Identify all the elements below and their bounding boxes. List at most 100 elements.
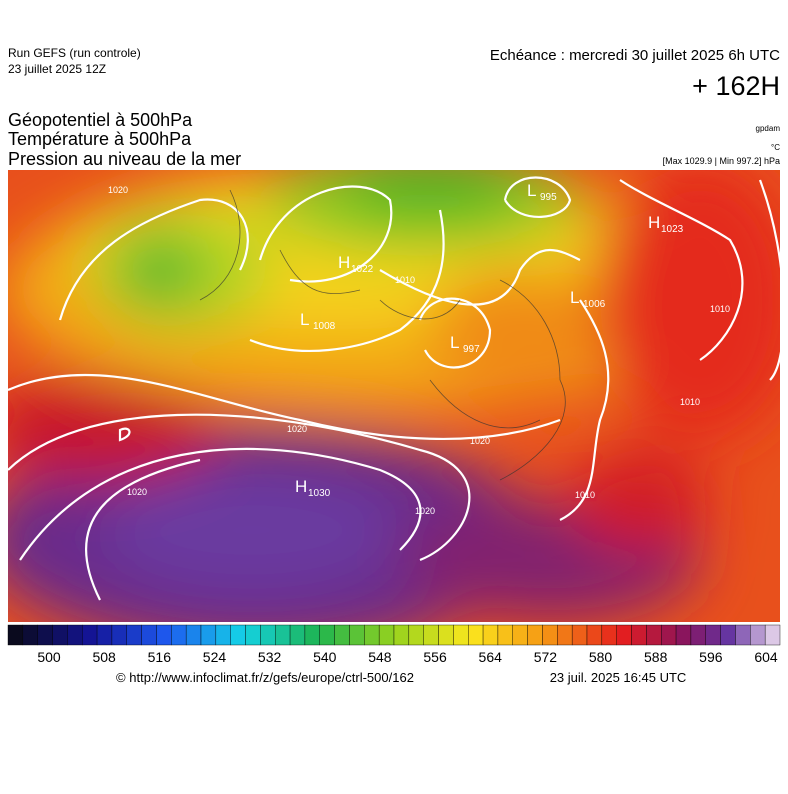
colorbar-swatch [735, 624, 751, 646]
colorbar-swatch [675, 624, 692, 646]
center-letter: H [295, 477, 307, 496]
colorbar-swatch [185, 624, 202, 646]
isobar-label: 1010 [395, 275, 415, 285]
center-value: 1023 [661, 224, 684, 235]
unit-label: °C [771, 143, 780, 152]
center-letter: L [300, 310, 309, 329]
colorbar-swatch [468, 624, 484, 646]
colorbar-swatch [557, 624, 573, 646]
colorbar-swatch [497, 624, 513, 646]
colorbar-tick-label: 580 [589, 649, 613, 665]
colorbar-tick-label: 524 [203, 649, 227, 665]
colorbar-swatch [586, 624, 603, 646]
colorbar-swatch [82, 624, 98, 646]
center-letter: L [450, 333, 459, 352]
colorbar: 500 508 516 524 532 540 548 556 564 572 580 588 596 6… [7, 624, 781, 665]
colorbar-swatch [37, 624, 53, 646]
colorbar-swatch [200, 624, 217, 646]
unit-label: gpdam [756, 124, 781, 133]
isobar-label: 1020 [108, 185, 128, 195]
colorbar-tick-label: 588 [644, 649, 668, 665]
colorbar-swatch [378, 624, 395, 646]
lead-time: + 162H [692, 71, 780, 101]
colorbar-swatch [512, 624, 528, 646]
colorbar-tick-label: 572 [534, 649, 558, 665]
colorbar-swatch [171, 624, 187, 646]
colorbar-swatch [482, 624, 499, 646]
isobar-label: 1020 [287, 424, 307, 434]
center-letter: L [527, 181, 536, 200]
colorbar-swatch [52, 624, 68, 646]
map [8, 170, 780, 622]
isobar-label: 1010 [710, 304, 730, 314]
isobar-label: 1010 [680, 397, 700, 407]
colorbar-swatch [22, 624, 38, 646]
colorbar-swatch [438, 624, 454, 646]
field-label: Géopotentiel à 500hPa [8, 110, 193, 130]
run-date: 23 juillet 2025 12Z [8, 62, 106, 76]
center-value: 997 [463, 344, 480, 355]
colorbar-tick-label: 548 [368, 649, 392, 665]
colorbar-swatch [319, 624, 335, 646]
center-value: 1030 [308, 488, 331, 499]
source-credit: © http://www.infoclimat.fr/z/gefs/europe… [116, 670, 414, 685]
center-value: 1008 [313, 321, 336, 332]
colorbar-swatch [156, 624, 172, 646]
colorbar-swatch [631, 624, 647, 646]
colorbar-swatch [616, 624, 632, 646]
colorbar-swatch [423, 624, 439, 646]
colorbar-swatch [334, 624, 350, 646]
center-value: 1006 [583, 299, 606, 310]
colorbar-swatch [661, 624, 677, 646]
isobar-label: 1020 [127, 487, 147, 497]
run-label: Run GEFS (run controle) [8, 46, 141, 60]
pressure-range: [Max 1029.9 | Min 997.2] hPa [663, 156, 780, 166]
colorbar-swatch [542, 624, 558, 646]
colorbar-swatch [764, 624, 781, 646]
center-value: 1022 [351, 264, 374, 275]
colorbar-swatch [126, 624, 142, 646]
colorbar-tick-label: 500 [37, 649, 61, 665]
colorbar-swatch [275, 624, 291, 646]
colorbar-swatch [245, 624, 261, 646]
colorbar-swatch [230, 624, 246, 646]
colorbar-tick-label: 564 [479, 649, 503, 665]
isobar-label: 1010 [575, 490, 595, 500]
colorbar-swatch [260, 624, 276, 646]
colorbar-swatch [349, 624, 365, 646]
center-value: 995 [540, 192, 557, 203]
colorbar-swatch [750, 624, 766, 646]
timestamp: 23 juil. 2025 16:45 UTC [550, 670, 687, 685]
center-letter: H [648, 213, 660, 232]
isobar-label: 1020 [415, 506, 435, 516]
colorbar-tick-label: 556 [423, 649, 447, 665]
colorbar-swatch [571, 624, 588, 646]
isobar-label: 1020 [470, 436, 490, 446]
colorbar-swatch [453, 624, 469, 646]
colorbar-swatch [690, 624, 706, 646]
colorbar-swatch [601, 624, 617, 646]
colorbar-swatch [364, 624, 380, 646]
colorbar-tick-label: 540 [313, 649, 337, 665]
colorbar-swatch [111, 624, 127, 646]
center-letter: L [570, 288, 579, 307]
colorbar-tick-label: 596 [699, 649, 723, 665]
colorbar-tick-label: 516 [148, 649, 172, 665]
colorbar-swatch [96, 624, 113, 646]
field-label: Température à 500hPa [8, 129, 192, 149]
colorbar-swatch [289, 624, 306, 646]
colorbar-swatch [7, 624, 24, 646]
colorbar-tick-label: 508 [92, 649, 116, 665]
colorbar-swatch [408, 624, 424, 646]
colorbar-swatch [141, 624, 157, 646]
colorbar-swatch [646, 624, 662, 646]
colorbar-tick-label: 604 [754, 649, 778, 665]
colorbar-swatch [527, 624, 543, 646]
colorbar-swatch [215, 624, 231, 646]
colorbar-tick-label: 532 [258, 649, 282, 665]
field-label: Pression au niveau de la mer [8, 149, 241, 169]
colorbar-swatch [720, 624, 736, 646]
center-letter: H [338, 253, 350, 272]
